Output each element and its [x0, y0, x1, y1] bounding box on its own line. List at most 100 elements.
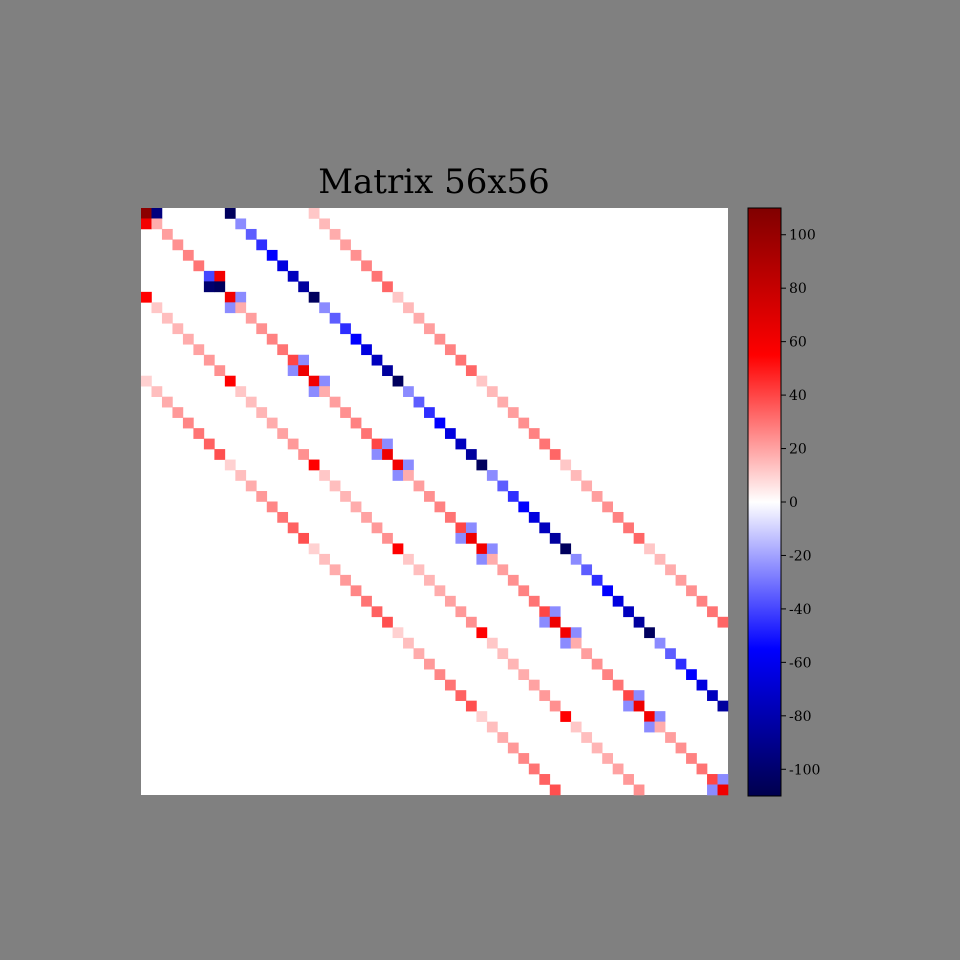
heatmap-cell	[308, 386, 320, 397]
heatmap-cell	[193, 260, 205, 272]
heatmap-cell	[224, 375, 236, 387]
heatmap-cell	[455, 522, 467, 534]
heatmap-cell	[403, 470, 414, 481]
heatmap-cell	[298, 449, 310, 460]
heatmap-cell	[413, 564, 425, 576]
heatmap-cell	[235, 386, 247, 397]
heatmap-cell	[717, 616, 729, 628]
heatmap-cell	[602, 501, 613, 513]
heatmap-cell	[434, 501, 446, 513]
heatmap-cell	[570, 721, 582, 733]
heatmap-cell	[696, 679, 708, 691]
heatmap-cell	[319, 386, 330, 397]
heatmap-cell	[476, 553, 488, 565]
heatmap-cell	[696, 763, 708, 775]
heatmap-cell	[570, 470, 582, 481]
heatmap-cell	[371, 606, 383, 618]
heatmap-cell	[235, 291, 247, 303]
heatmap-cell	[277, 428, 289, 439]
heatmap-cell	[298, 365, 310, 377]
colorbar	[747, 207, 782, 797]
heatmap-cell	[350, 501, 362, 513]
heatmap-cell	[665, 648, 676, 660]
colorbar-tick-label: -100	[789, 762, 820, 778]
heatmap-cell	[675, 658, 687, 670]
heatmap-cell	[382, 616, 393, 628]
heatmap-cell	[424, 323, 435, 335]
heatmap-cell	[256, 407, 268, 418]
heatmap-cell	[298, 354, 310, 366]
heatmap-cell	[570, 637, 582, 649]
colorbar-tick-label: 0	[789, 495, 798, 511]
heatmap-cell	[277, 511, 289, 523]
heatmap-cell	[528, 428, 540, 439]
matrix-heatmap	[141, 208, 729, 796]
heatmap-cell	[507, 407, 519, 418]
colorbar-ticks: 100 80 60 40 20 0 -20 -40 -60 -80 -100	[781, 228, 820, 778]
heatmap-cell	[413, 480, 425, 492]
heatmap-cell	[581, 732, 593, 743]
heatmap-cell	[444, 511, 456, 523]
heatmap-cell	[224, 291, 236, 303]
heatmap-cell	[633, 532, 645, 544]
heatmap-cell	[486, 637, 498, 649]
heatmap-cell	[340, 323, 351, 335]
heatmap-cell	[686, 585, 697, 597]
heatmap-cell	[182, 333, 194, 345]
heatmap-cell	[403, 637, 414, 649]
heatmap-cell	[644, 711, 655, 722]
colorbar-tick-label: -20	[789, 548, 812, 564]
heatmap-cell	[371, 449, 383, 460]
heatmap-cell	[518, 753, 530, 764]
heatmap-cell	[644, 721, 655, 733]
heatmap-cell	[633, 690, 645, 701]
heatmap-cell	[141, 218, 152, 230]
heatmap-cell	[193, 428, 205, 439]
heatmap-cell	[455, 690, 467, 701]
heatmap-cell	[707, 690, 718, 701]
heatmap-cell	[675, 574, 687, 586]
heatmap-cell	[350, 249, 362, 261]
heatmap-cell	[549, 449, 561, 460]
heatmap-cell	[182, 417, 194, 429]
heatmap-cell	[591, 574, 603, 586]
heatmap-cell	[308, 208, 320, 219]
heatmap-cell	[581, 564, 593, 576]
heatmap-cell	[465, 522, 477, 534]
heatmap-cell	[623, 700, 634, 712]
heatmap-cell	[182, 249, 194, 261]
heatmap-cell	[392, 470, 404, 481]
heatmap-cell	[424, 491, 435, 502]
heatmap-cell	[528, 595, 540, 607]
heatmap-cell	[266, 501, 278, 513]
heatmap-cell	[141, 375, 152, 387]
heatmap-cell	[476, 627, 488, 639]
heatmap-cell	[560, 711, 572, 722]
heatmap-cell	[549, 784, 561, 796]
heatmap-cell	[612, 763, 624, 775]
heatmap-cell	[151, 302, 163, 314]
heatmap-cell	[203, 354, 215, 366]
heatmap-cell	[161, 228, 173, 240]
heatmap-cell	[392, 291, 404, 303]
colorbar-tick-label: -40	[789, 602, 812, 618]
heatmap-cell	[319, 470, 330, 481]
colorbar-tick-label: 20	[789, 442, 807, 458]
heatmap-cell	[214, 449, 226, 460]
heatmap-cell	[361, 511, 372, 523]
heatmap-cell	[528, 763, 540, 775]
heatmap-cell	[507, 658, 519, 670]
heatmap-cell	[612, 679, 624, 691]
heatmap-cell	[424, 658, 435, 670]
heatmap-cell	[434, 669, 446, 680]
heatmap-cell	[549, 532, 561, 544]
heatmap-cell	[591, 658, 603, 670]
colorbar-tick-label: 60	[789, 335, 807, 351]
heatmap-cell	[507, 574, 519, 586]
heatmap-cell	[382, 532, 393, 544]
heatmap-cell	[486, 721, 498, 733]
heatmap-cell	[465, 616, 477, 628]
heatmap-cell	[214, 281, 226, 293]
heatmap-cell	[287, 354, 299, 366]
heatmap-cell	[570, 627, 582, 639]
